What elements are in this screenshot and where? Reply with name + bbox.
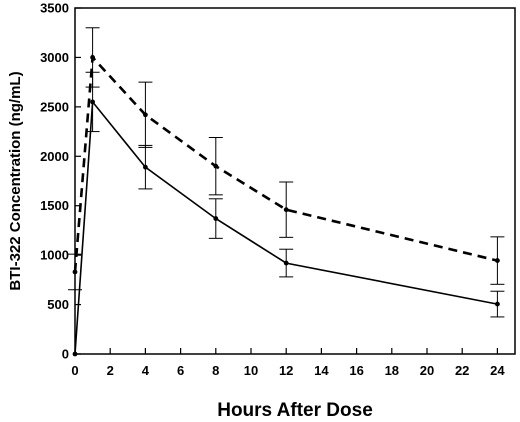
x-axis-title: Hours After Dose — [217, 400, 373, 421]
data-point — [283, 207, 289, 213]
data-point — [213, 216, 219, 221]
data-point — [143, 164, 148, 170]
x-tick-label: 12 — [279, 363, 293, 378]
data-point — [90, 55, 95, 60]
series-line — [73, 54, 498, 273]
data-point — [283, 260, 289, 266]
x-tick-label: 18 — [385, 363, 399, 378]
series-2 — [72, 71, 505, 357]
y-tick-label: 0 — [62, 347, 69, 362]
y-axis-title: BTI-322 Concentration (ng/mL) — [7, 71, 24, 290]
data-point — [72, 269, 78, 275]
y-tick-label: 2000 — [40, 149, 69, 164]
x-tick-label: 2 — [107, 363, 114, 378]
data-point — [495, 301, 500, 307]
plot-frame — [74, 7, 516, 355]
x-tick-label: 16 — [349, 363, 363, 378]
y-tick-label: 1000 — [40, 248, 69, 263]
x-tick-label: 0 — [71, 363, 78, 378]
data-point — [72, 351, 78, 357]
y-axis-ticks: 0 500 1000 1500 2000 2500 3000 3500 — [40, 1, 81, 362]
x-tick-label: 24 — [490, 363, 505, 378]
series-line — [74, 99, 498, 355]
x-tick-label: 10 — [244, 363, 258, 378]
y-tick-label: 500 — [47, 297, 69, 312]
y-tick-label: 3000 — [40, 50, 69, 65]
data-point — [213, 163, 219, 169]
y-tick-label: 3500 — [40, 1, 69, 16]
data-point — [90, 99, 95, 105]
data-point — [495, 258, 500, 263]
x-axis-ticks: 0 2 4 6 8 10 12 14 16 18 20 22 24 — [71, 348, 505, 378]
x-tick-label: 6 — [177, 363, 184, 378]
x-tick-label: 8 — [212, 363, 219, 378]
x-tick-label: 22 — [455, 363, 469, 378]
y-tick-label: 2500 — [40, 99, 69, 114]
series-layer — [68, 27, 505, 357]
data-point — [143, 112, 148, 118]
x-tick-label: 20 — [420, 363, 434, 378]
x-tick-label: 4 — [142, 363, 150, 378]
y-tick-label: 1500 — [40, 198, 69, 213]
x-tick-label: 14 — [314, 363, 329, 378]
